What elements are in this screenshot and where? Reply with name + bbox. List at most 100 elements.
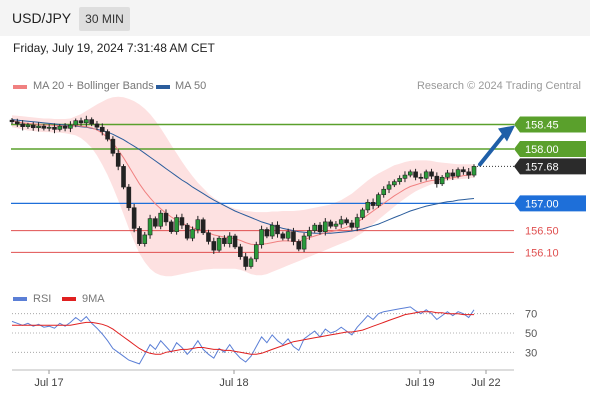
candle-body xyxy=(253,244,259,260)
candle-body xyxy=(15,121,20,125)
candle-body xyxy=(126,186,132,209)
candle-body xyxy=(206,232,211,242)
candle-body xyxy=(36,125,41,129)
candle-body xyxy=(137,228,142,244)
x-axis-label-jul-19: Jul 19 xyxy=(405,377,434,389)
rsi-series-9ma xyxy=(12,311,474,355)
candle-body xyxy=(62,125,68,129)
candle-body xyxy=(41,125,47,129)
timestamp: Friday, July 19, 2024 7:31:48 AM CET xyxy=(13,41,215,55)
level-label-156-50: 156.50 xyxy=(525,226,559,238)
candle-body xyxy=(392,181,397,186)
candle-body xyxy=(381,188,387,195)
candle-body xyxy=(78,120,84,124)
candle-body xyxy=(407,171,413,176)
level-label-158-45: 158.45 xyxy=(525,119,559,131)
candle-body xyxy=(227,235,233,244)
candle-body xyxy=(296,241,302,250)
candle-body xyxy=(450,172,456,177)
rsi-swatch xyxy=(13,297,27,301)
candle-body xyxy=(25,124,31,127)
candle-body xyxy=(423,171,429,179)
candle-body xyxy=(238,246,243,258)
candle-body xyxy=(84,119,89,124)
candle-body xyxy=(30,124,36,129)
candle-body xyxy=(360,209,365,218)
ma20-bollinger-swatch xyxy=(13,85,27,89)
candle-body xyxy=(73,120,79,126)
candle-body xyxy=(174,217,179,232)
candle-body xyxy=(285,231,291,239)
candle-body xyxy=(328,221,333,227)
candle-body xyxy=(105,131,110,140)
candle-body xyxy=(190,229,195,239)
candle-body xyxy=(312,224,317,231)
rsi-9ma-swatch xyxy=(62,297,76,301)
candle-body xyxy=(232,235,238,248)
candle-body xyxy=(169,221,174,232)
candle-body xyxy=(349,222,355,228)
candle-body xyxy=(243,256,248,267)
timeframe-button[interactable]: 30 MIN xyxy=(79,7,130,31)
candle-body xyxy=(131,207,137,229)
candle-body xyxy=(200,219,206,234)
x-axis-label-jul-17: Jul 17 xyxy=(34,377,63,389)
rsi-series-rsi xyxy=(11,306,475,365)
candle-body xyxy=(211,241,217,251)
rsi-tick-30: 30 xyxy=(525,347,537,359)
candle-body xyxy=(9,119,15,123)
candle-body xyxy=(413,171,418,178)
candle-body xyxy=(397,178,402,182)
forecast-arrow-head xyxy=(498,125,515,142)
level-label-156-10: 156.10 xyxy=(525,247,559,259)
candle-body xyxy=(264,229,270,237)
candle-body xyxy=(402,174,408,179)
candle-body xyxy=(429,171,434,177)
ma20-line xyxy=(11,120,475,246)
candle-body xyxy=(147,218,153,236)
bollinger-band-area xyxy=(12,96,474,277)
candle-body xyxy=(301,235,307,250)
x-axis-label-jul-22: Jul 22 xyxy=(471,377,500,389)
last-price-label: 157.68 xyxy=(525,161,559,173)
rsi-tick-50: 50 xyxy=(525,328,537,340)
candle-body xyxy=(57,125,63,130)
candle-body xyxy=(121,166,126,188)
candle-body xyxy=(52,126,57,130)
candle-body xyxy=(89,119,94,125)
candle-body xyxy=(354,217,360,228)
candle-body xyxy=(68,124,73,129)
candle-body xyxy=(99,126,105,132)
candle-body xyxy=(20,123,25,127)
candle-body xyxy=(248,258,254,267)
candle-body xyxy=(179,217,185,226)
level-label-157-00: 157.00 xyxy=(525,198,559,210)
candle-body xyxy=(115,153,121,167)
candle-body xyxy=(445,172,450,178)
candle-body xyxy=(222,237,227,244)
candle-body xyxy=(370,201,376,206)
candle-body xyxy=(376,194,381,206)
level-label-158-45-bg xyxy=(514,116,586,133)
candle-body xyxy=(386,184,392,190)
candle-body xyxy=(439,176,445,185)
level-label-158-00-bg xyxy=(514,140,586,157)
candle-body xyxy=(142,234,148,244)
symbol-label: USD/JPY xyxy=(12,10,72,26)
candle-body xyxy=(269,224,275,237)
candle-body xyxy=(94,123,100,128)
candle-body xyxy=(184,224,190,239)
candle-body xyxy=(163,212,169,223)
candle-body xyxy=(418,176,424,179)
candle-body xyxy=(195,219,201,230)
level-label-157-00-bg xyxy=(514,195,586,212)
ma50-swatch xyxy=(156,85,170,89)
credit-text: Research © 2024 Trading Central xyxy=(416,80,581,92)
legend-rsi-9ma: 9MA xyxy=(82,293,105,305)
candle-body xyxy=(158,212,163,227)
candle-body xyxy=(333,223,339,227)
candle-body xyxy=(259,229,264,246)
candle-body xyxy=(471,166,477,176)
